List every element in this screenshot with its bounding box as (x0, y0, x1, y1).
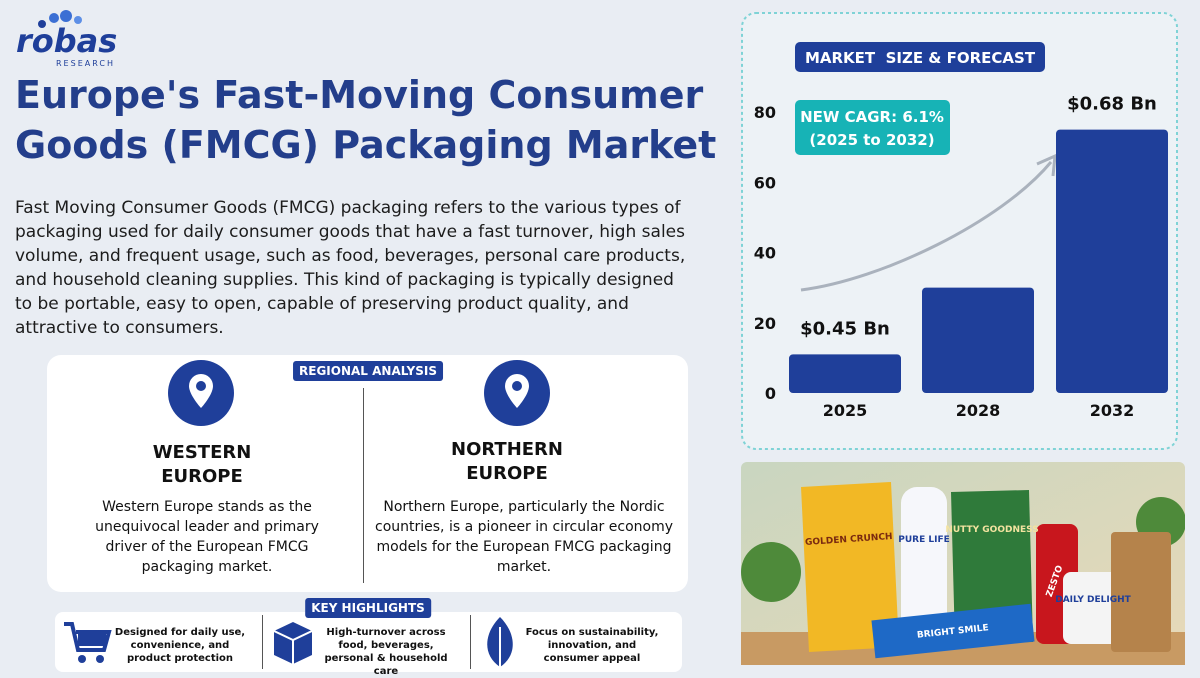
box-icon (273, 622, 313, 664)
highlight-text: Focus on sustainability, innovation, and… (525, 627, 659, 664)
trend-arrow-head (1036, 153, 1057, 177)
chart-title: MARKET SIZE & FORECAST (805, 49, 1036, 67)
region-name: EUROPE (161, 466, 243, 487)
y-tick-label: 40 (754, 244, 776, 263)
leaf-icon (487, 617, 513, 667)
badge: REGIONAL ANALYSIS (293, 361, 443, 381)
badge: KEY HIGHLIGHTS (305, 598, 431, 618)
y-tick-label: 20 (754, 314, 776, 333)
product-label: DAILY DELIGHT (1055, 595, 1131, 605)
y-tick-label: 80 (754, 103, 776, 122)
y-tick-label: 60 (754, 173, 776, 192)
bar-annotation: $0.68 Bn (1067, 94, 1157, 115)
cagr-text: NEW CAGR: 6.1% (800, 108, 944, 126)
x-tick-label: 2028 (956, 401, 1001, 420)
chart: MARKET SIZE & FORECAST NEW CAGR: 6.1% (2… (741, 12, 1178, 450)
logo-name: robas (16, 22, 117, 60)
region-name: EUROPE (466, 463, 548, 484)
divider (363, 388, 364, 583)
title-badge (795, 42, 1045, 72)
divider (470, 615, 471, 669)
location-icon (168, 360, 234, 426)
highlight-text: High-turnover across food, beverages, pe… (324, 627, 448, 677)
region-name: NORTHERN (451, 439, 563, 460)
trend-arrow (800, 161, 1053, 292)
bar (1056, 129, 1168, 393)
cagr-text: (2025 to 2032) (809, 131, 934, 149)
region-text: Northern Europe, particularly the Nordic… (375, 499, 673, 575)
location-icon (484, 360, 550, 426)
cagr-box (795, 100, 950, 155)
region-name: WESTERN (152, 442, 252, 463)
x-tick-label: 2032 (1090, 401, 1135, 420)
description: Fast Moving Consumer Goods (FMCG) packag… (15, 198, 686, 338)
product-label: NUTTY GOODNESS (945, 525, 1038, 535)
x-tick-label: 2025 (823, 401, 868, 420)
highlight-text: Designed for daily use, convenience, and… (114, 627, 246, 664)
product-label: PURE LIFE (898, 535, 950, 545)
title: Europe's Fast-Moving Consumer (15, 73, 704, 117)
divider (262, 615, 263, 669)
bar (922, 287, 1034, 393)
title: Goods (FMCG) Packaging Market (15, 123, 717, 167)
cart-icon (64, 622, 112, 663)
highlights-panel (55, 612, 682, 672)
regional-panel (47, 355, 688, 592)
logo: robas RESEARCH (16, 10, 117, 68)
y-tick-label: 0 (765, 384, 776, 403)
bar (789, 354, 901, 393)
region-text: Western Europe stands as the unequivocal… (95, 499, 319, 575)
bar-annotation: $0.45 Bn (800, 318, 890, 339)
logo-tagline: RESEARCH (56, 59, 115, 68)
